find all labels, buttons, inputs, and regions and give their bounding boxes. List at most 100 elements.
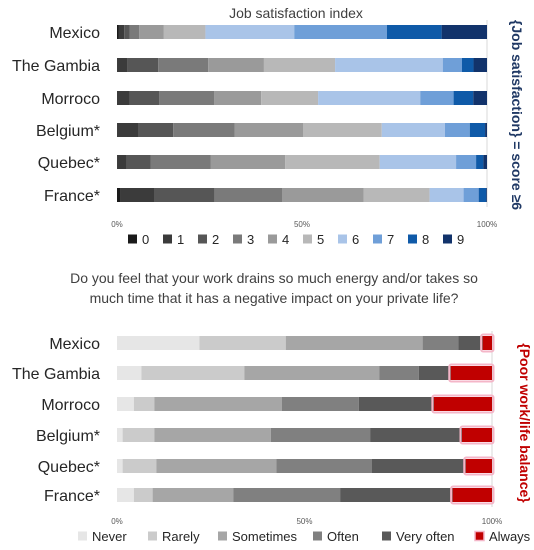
legend-label: 5 [317, 232, 324, 247]
bar-segment [120, 188, 154, 202]
bar-segment [117, 58, 128, 72]
bar-segment [420, 91, 454, 105]
category-label: Quebec* [38, 155, 100, 172]
legend-label: 4 [282, 232, 289, 247]
bar-segment [465, 459, 492, 473]
bar-segment [124, 25, 130, 39]
chart-title-line: Do you feel that your work drains so muc… [70, 270, 478, 286]
legend-swatch [268, 234, 277, 244]
bar-segment [462, 428, 492, 442]
highlight-box [463, 456, 495, 476]
bar-segment [463, 188, 479, 202]
highlight-box [431, 394, 495, 414]
bar-segment [210, 155, 286, 169]
bar-segment [303, 123, 382, 137]
legend-swatch [303, 234, 312, 244]
bar-segment [318, 91, 421, 105]
bar-segment [141, 366, 245, 380]
bar-segment [473, 58, 487, 72]
bar-segment [214, 188, 283, 202]
category-label: Morroco [41, 91, 100, 108]
bar-segment [473, 91, 487, 105]
bar-segment [117, 58, 118, 72]
tick-label: 50% [296, 517, 312, 526]
bar-segment [456, 155, 477, 169]
bar-segment [429, 188, 464, 202]
bar-segment [122, 459, 157, 473]
legend-swatch [233, 234, 242, 244]
bar-segment [133, 397, 155, 411]
tick-label: 100% [477, 220, 497, 229]
bar-segment [154, 397, 282, 411]
legend-swatch [218, 531, 227, 541]
bar-segment [133, 488, 153, 502]
bar-segment [476, 155, 484, 169]
bar-segment [117, 336, 200, 350]
bar-segment [233, 488, 341, 502]
legend-swatch [474, 530, 485, 542]
legend-label: 2 [212, 232, 219, 247]
category-label: Mexico [49, 25, 100, 42]
bar-segment [261, 91, 319, 105]
bar-segment [129, 91, 160, 105]
legend-label: Very often [396, 529, 455, 544]
bar-segment [199, 336, 286, 350]
chart-2: Do you feel that your work drains so muc… [12, 270, 533, 544]
category-label: France* [44, 188, 100, 205]
highlight-box [459, 425, 495, 445]
legend-label: 9 [457, 232, 464, 247]
bar-segment [117, 188, 121, 202]
bar-segment [381, 123, 445, 137]
bar-segment [486, 188, 487, 202]
legend-label: 0 [142, 232, 149, 247]
category-label: Belgium* [36, 123, 100, 140]
bar-segment [452, 488, 493, 502]
bar-segment [372, 459, 466, 473]
bar-segment [379, 155, 457, 169]
bar-segment [122, 428, 155, 442]
bar-segment [483, 155, 487, 169]
tick-label: 100% [482, 517, 502, 526]
legend-label: 3 [247, 232, 254, 247]
bar-segment [270, 428, 371, 442]
legend-label: 7 [387, 232, 394, 247]
bar-segment [422, 336, 459, 350]
bar-segment [126, 155, 151, 169]
bar-segment [117, 459, 123, 473]
bar-segment [335, 58, 443, 72]
bar-segment [458, 336, 483, 350]
legend-swatch [198, 234, 207, 244]
bar-segment [282, 188, 364, 202]
bar-segment [117, 155, 127, 169]
legend-swatch [443, 234, 452, 244]
bar-segment [158, 58, 209, 72]
bar-segment [127, 58, 159, 72]
legend-swatch [313, 531, 322, 541]
legend-swatch [338, 234, 347, 244]
bar-segment [150, 155, 211, 169]
bar-segment [282, 397, 359, 411]
bar-segment [156, 459, 277, 473]
bar-segment [117, 488, 134, 502]
bar-segment [159, 91, 215, 105]
bar-segment [285, 336, 423, 350]
bar-segment [117, 397, 134, 411]
category-label: The Gambia [12, 58, 100, 75]
bar-segment [462, 58, 474, 72]
bar-segment [363, 188, 430, 202]
legend-swatch [373, 234, 382, 244]
legend-label: 1 [177, 232, 184, 247]
bar-segment [117, 366, 142, 380]
legend-swatch [128, 234, 137, 244]
legend-label: Rarely [162, 529, 200, 544]
chart-title-line: much time that it has a negative impact … [90, 290, 459, 306]
bar-segment [485, 123, 487, 137]
chart-1: Job satisfaction index Mexico The Gambia Mo… [12, 5, 525, 247]
legend-swatch [382, 531, 391, 541]
bar-segment [117, 123, 118, 137]
legend-swatch [78, 531, 87, 541]
bar-segment [370, 428, 463, 442]
side-label: {Job satisfaction} = score ≥6 [509, 20, 525, 210]
legend-label: Often [327, 529, 359, 544]
